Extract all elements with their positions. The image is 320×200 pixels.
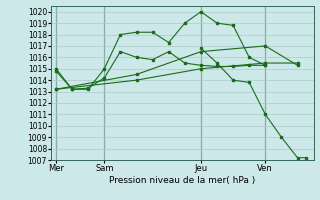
- X-axis label: Pression niveau de la mer( hPa ): Pression niveau de la mer( hPa ): [109, 176, 256, 185]
